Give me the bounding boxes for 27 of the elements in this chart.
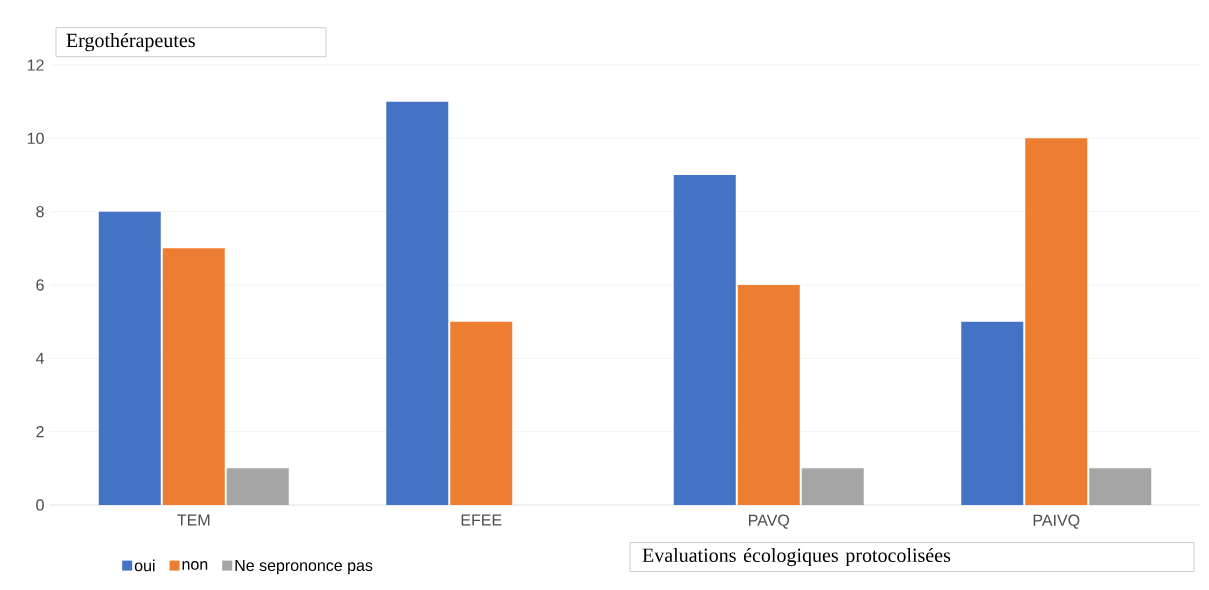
bar <box>450 321 513 505</box>
chart-title: Ergothérapeutes <box>66 33 195 52</box>
y-tick-label: 0 <box>36 499 44 511</box>
y-tick-label: 12 <box>27 59 44 71</box>
bar <box>98 211 161 505</box>
y-tick-label: 2 <box>36 426 44 438</box>
y-tick-label: 8 <box>36 206 44 218</box>
x-tick-label: TEM <box>177 514 210 526</box>
bar <box>673 175 736 505</box>
bar <box>226 468 289 505</box>
legend-label: non <box>182 561 208 570</box>
x-tick-label: EFEE <box>461 514 502 526</box>
bar <box>961 321 1024 505</box>
bar <box>1089 468 1152 505</box>
bar <box>162 248 225 505</box>
x-tick-label: PAIVQ <box>1033 514 1080 529</box>
bar <box>801 468 864 505</box>
y-tick-label: 10 <box>27 132 44 144</box>
y-tick-label: 6 <box>36 279 44 291</box>
x-tick-label: PAVQ <box>749 514 790 529</box>
y-tick-label: 4 <box>35 352 45 364</box>
bar <box>1025 138 1088 505</box>
legend-label: oui <box>134 559 155 572</box>
bar <box>386 101 449 505</box>
x-axis-title: Evaluations écologiques protocolisées <box>642 547 951 567</box>
legend-label: Ne seprononce pas <box>235 559 373 575</box>
bar <box>737 285 800 505</box>
